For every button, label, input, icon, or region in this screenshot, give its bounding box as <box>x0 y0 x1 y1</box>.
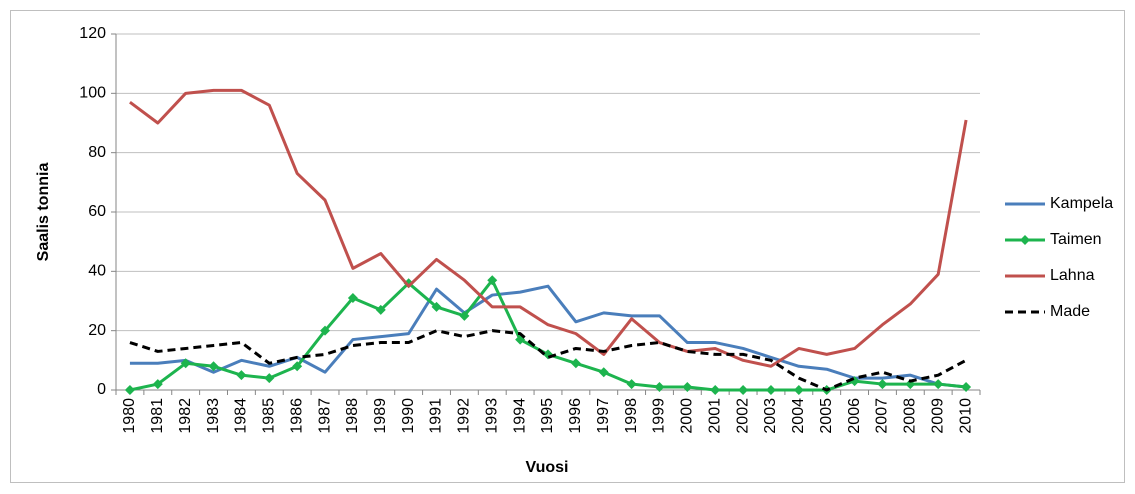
x-tick-label: 2007 <box>874 398 891 434</box>
data-marker <box>793 385 804 395</box>
series-line <box>129 329 967 392</box>
data-marker <box>933 379 944 390</box>
data-marker <box>292 361 303 372</box>
data-marker <box>738 385 749 395</box>
x-tick-label: 1990 <box>400 398 417 434</box>
data-marker <box>347 293 358 304</box>
data-marker <box>124 385 135 395</box>
x-tick-label: 2010 <box>957 398 974 434</box>
legend-label: Taimen <box>1050 231 1102 248</box>
data-marker <box>961 382 972 393</box>
series-line <box>129 88 968 368</box>
x-tick-label: 1998 <box>623 398 640 434</box>
data-marker <box>375 304 386 315</box>
y-tick-label: 120 <box>79 25 106 42</box>
data-marker <box>236 370 247 381</box>
data-marker <box>264 373 275 384</box>
x-tick-label: 1995 <box>539 398 556 434</box>
data-marker <box>682 382 693 393</box>
data-marker <box>570 358 581 369</box>
legend-label: Made <box>1050 303 1090 320</box>
data-marker <box>459 310 470 321</box>
x-tick-label: 1988 <box>344 398 361 434</box>
x-tick-label: 1984 <box>233 398 250 434</box>
x-tick-label: 2005 <box>818 398 835 434</box>
y-tick-label: 60 <box>88 203 106 220</box>
x-tick-label: 1983 <box>205 398 222 434</box>
legend-label: Kampela <box>1050 195 1113 212</box>
legend-marker <box>1020 235 1030 245</box>
data-marker <box>487 275 498 286</box>
x-tick-label: 2008 <box>902 398 919 434</box>
data-marker <box>626 379 637 390</box>
x-tick-label: 1980 <box>121 398 138 434</box>
y-tick-label: 20 <box>88 322 106 339</box>
data-marker <box>208 361 219 372</box>
x-tick-label: 1994 <box>511 398 528 434</box>
data-marker <box>877 379 888 390</box>
x-tick-label: 2001 <box>706 398 723 434</box>
x-tick-label: 2003 <box>762 398 779 434</box>
x-axis-title: Vuosi <box>526 459 569 476</box>
x-tick-label: 2009 <box>929 398 946 434</box>
x-tick-label: 1993 <box>483 398 500 434</box>
x-tick-label: 1996 <box>567 398 584 434</box>
x-tick-label: 2004 <box>790 398 807 434</box>
x-tick-label: 1986 <box>288 398 305 434</box>
data-marker <box>598 367 609 378</box>
y-axis-title: Saalis tonnia <box>35 163 52 262</box>
x-tick-label: 1999 <box>651 398 668 434</box>
x-tick-label: 1985 <box>261 398 278 434</box>
y-tick-label: 80 <box>88 144 106 161</box>
series-line <box>129 284 967 389</box>
y-tick-label: 40 <box>88 263 106 280</box>
data-marker <box>710 385 721 395</box>
data-marker <box>654 382 665 393</box>
x-tick-label: 2000 <box>679 398 696 434</box>
x-tick-label: 1982 <box>177 398 194 434</box>
x-tick-label: 1989 <box>372 398 389 434</box>
x-tick-label: 1981 <box>149 398 166 434</box>
data-marker <box>152 379 163 390</box>
chart-frame <box>10 10 1125 483</box>
x-tick-label: 1987 <box>316 398 333 434</box>
data-marker <box>765 385 776 395</box>
x-tick-label: 2006 <box>846 398 863 434</box>
x-tick-label: 1991 <box>428 398 445 434</box>
y-tick-label: 0 <box>97 381 106 398</box>
x-tick-label: 1992 <box>456 398 473 434</box>
x-tick-label: 2002 <box>734 398 751 434</box>
data-marker <box>320 325 331 336</box>
y-tick-label: 100 <box>79 85 106 102</box>
data-marker <box>431 301 442 312</box>
legend-label: Lahna <box>1050 267 1095 284</box>
data-marker <box>180 358 191 369</box>
x-tick-label: 1997 <box>595 398 612 434</box>
